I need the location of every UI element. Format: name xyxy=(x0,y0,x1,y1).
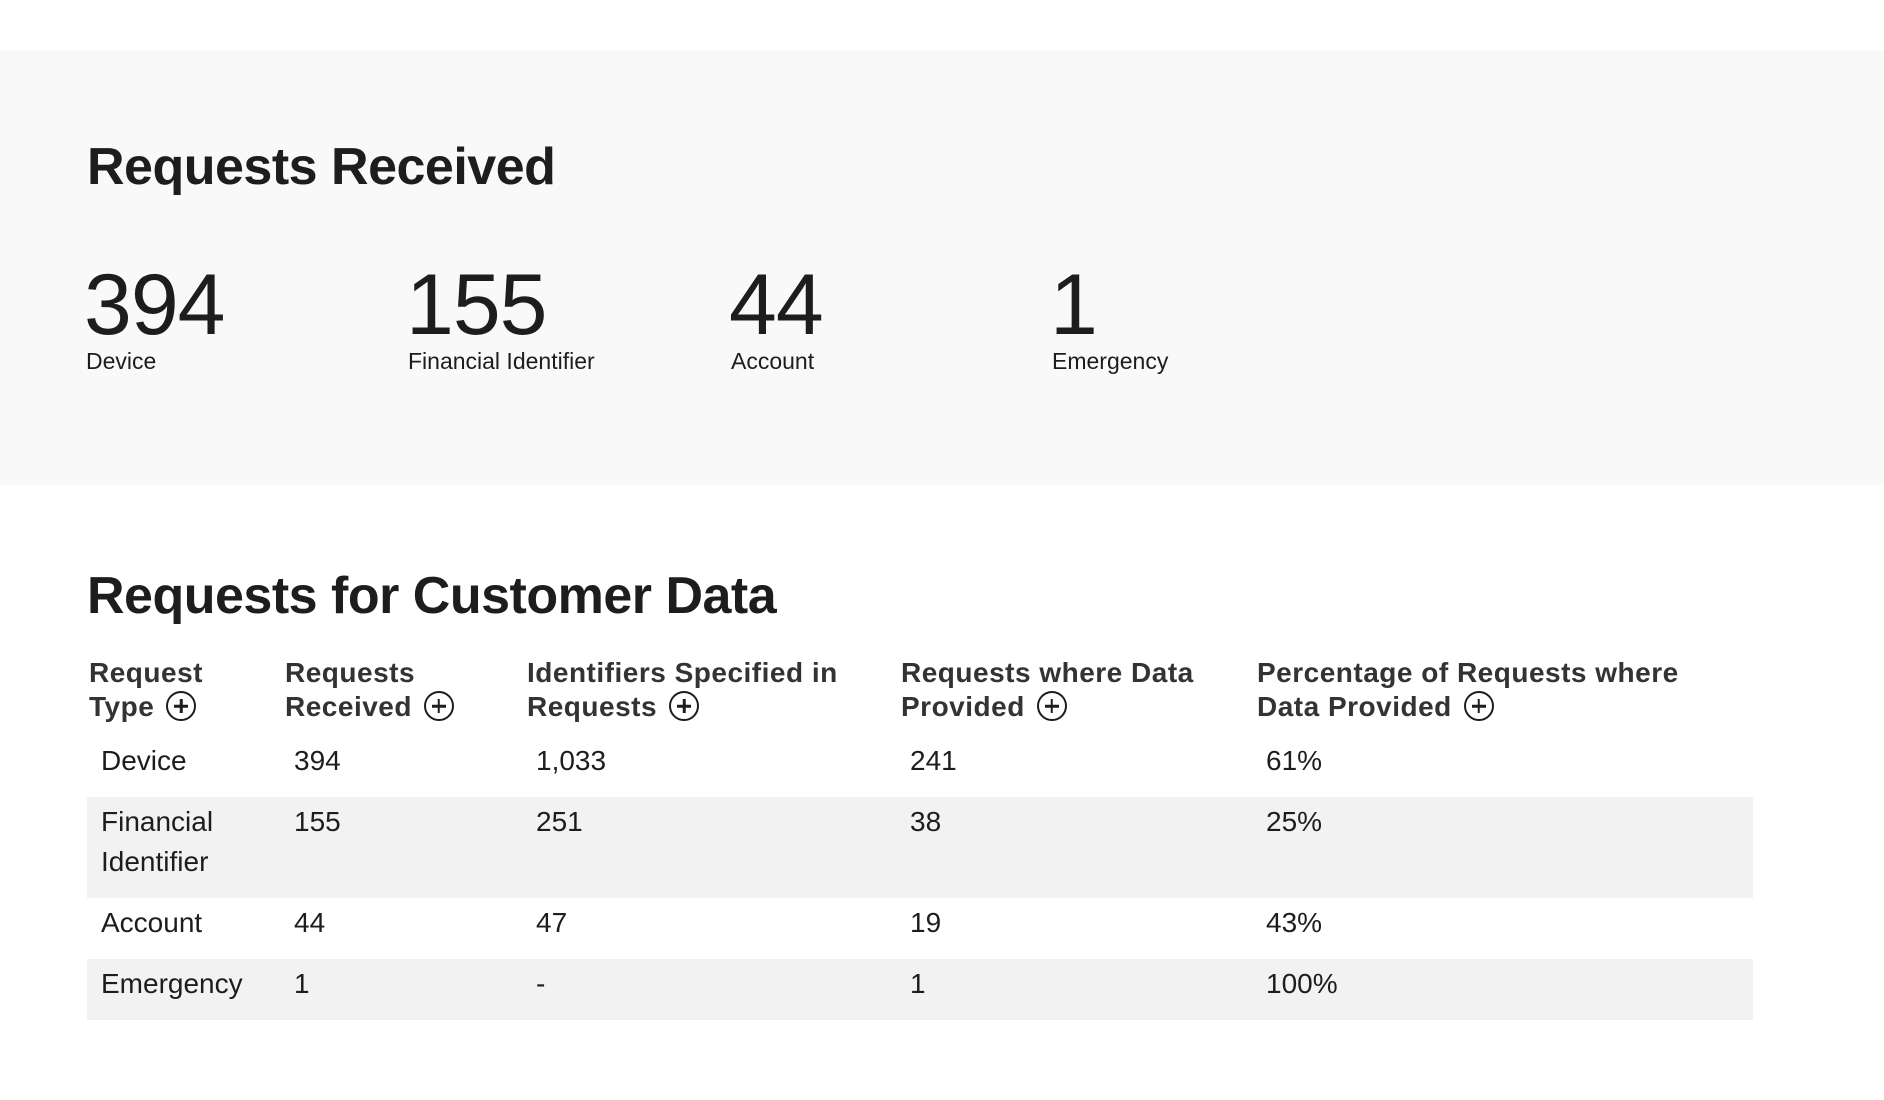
cell-identifiers: 251 xyxy=(525,797,899,898)
cell-data-provided: 241 xyxy=(910,745,957,776)
table-row: Device 394 1,033 241 61% xyxy=(87,736,1753,797)
stat-value: 44 xyxy=(729,257,824,353)
table-row: Financial Identifier 155 251 38 25% xyxy=(87,797,1753,898)
table-row: Account 44 47 19 43% xyxy=(87,898,1753,959)
cell-percentage: 25% xyxy=(1255,797,1753,898)
column-header-requests-received: Requests Received xyxy=(283,653,525,736)
plus-circle-icon[interactable] xyxy=(166,691,197,721)
header-line: Data Provided xyxy=(1257,691,1452,722)
customer-data-table: Request Type Requests Received Identifie… xyxy=(87,653,1753,1020)
stat-emergency: 1 Emergency xyxy=(1050,262,1168,375)
header-line: Provided xyxy=(901,691,1025,722)
cell-text: Financial Identifier xyxy=(101,806,214,877)
stat-value: 1 xyxy=(1050,257,1098,353)
stat-financial-identifier: 155 Financial Identifier xyxy=(406,262,595,375)
header-line: Percentage of Requests where xyxy=(1257,657,1679,688)
stat-device: 394 Device xyxy=(84,262,225,375)
cell-data-provided: 1 xyxy=(899,959,1255,1020)
column-header-identifiers-specified: Identifiers Specified in Requests xyxy=(525,653,899,736)
cell-data-provided: 19 xyxy=(910,907,942,938)
header-line: Requests xyxy=(527,691,658,722)
plus-circle-icon[interactable] xyxy=(1463,691,1494,721)
cell-identifiers: 1,033 xyxy=(536,745,607,776)
cell-percentage: 43% xyxy=(1266,907,1323,938)
table-header-row: Request Type Requests Received Identifie… xyxy=(87,653,1753,736)
cell-request-type: Account xyxy=(101,907,203,938)
cell-requests-received: 44 xyxy=(294,907,326,938)
table-row: Emergency 1 - 1 100% xyxy=(87,959,1753,1020)
section-title: Requests for Customer Data xyxy=(87,567,777,625)
plus-circle-icon[interactable] xyxy=(1036,691,1067,721)
cell-percentage: 100% xyxy=(1255,959,1753,1020)
cell-identifiers: 47 xyxy=(536,907,568,938)
stat-label: Financial Identifier xyxy=(408,348,595,374)
stat-label: Account xyxy=(731,348,815,374)
cell-request-type: Emergency xyxy=(87,959,283,1020)
cell-data-provided: 38 xyxy=(899,797,1255,898)
cell-request-type: Financial Identifier xyxy=(87,797,283,898)
cell-requests-received: 1 xyxy=(283,959,525,1020)
header-line: Request xyxy=(89,657,203,688)
plus-circle-icon[interactable] xyxy=(423,691,454,721)
header-line: Requests xyxy=(285,657,416,688)
header-line: Requests where Data xyxy=(901,657,1194,688)
cell-request-type: Device xyxy=(101,745,187,776)
header-line: Received xyxy=(285,691,412,722)
stat-label: Device xyxy=(86,348,157,374)
plus-circle-icon[interactable] xyxy=(669,691,700,721)
cell-percentage: 61% xyxy=(1266,745,1323,776)
stat-label: Emergency xyxy=(1052,348,1169,374)
stat-value: 394 xyxy=(84,257,225,353)
column-header-percentage-provided: Percentage of Requests where Data Provid… xyxy=(1255,653,1753,736)
stat-account: 44 Account xyxy=(729,257,824,375)
stat-value: 155 xyxy=(406,257,547,353)
column-header-request-type: Request Type xyxy=(87,653,283,736)
requests-received-section: Requests Received 394 Device 155 Financi… xyxy=(0,50,1884,485)
column-header-data-provided: Requests where Data Provided xyxy=(899,653,1255,736)
header-line: Type xyxy=(89,691,155,722)
section-title: Requests Received xyxy=(87,138,556,196)
header-line: Identifiers Specified in xyxy=(527,657,838,688)
cell-requests-received: 394 xyxy=(294,745,341,776)
cell-requests-received: 155 xyxy=(283,797,525,898)
cell-identifiers: - xyxy=(525,959,899,1020)
